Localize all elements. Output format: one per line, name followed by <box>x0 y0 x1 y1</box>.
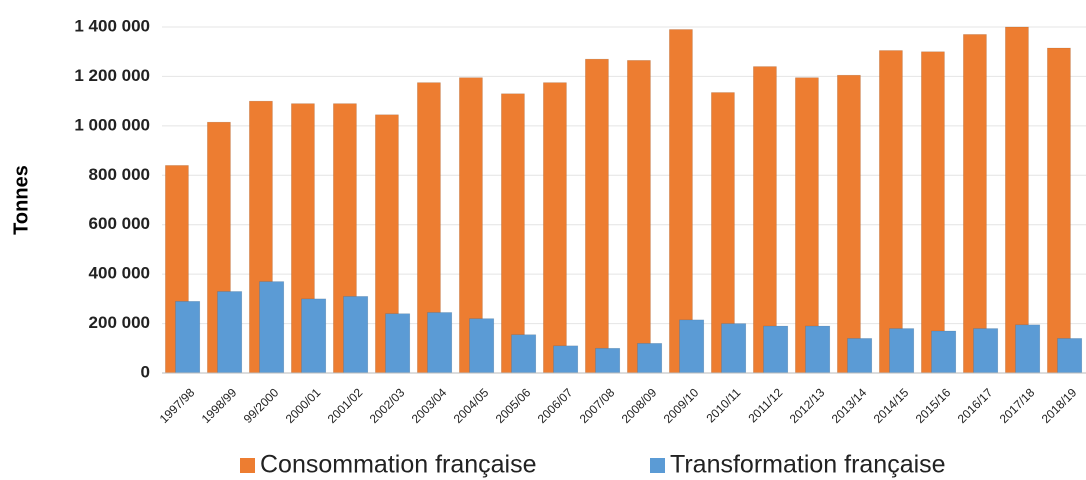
y-tick-label: 400 000 <box>89 264 150 283</box>
bar <box>679 319 705 374</box>
x-tick-label: 1998/99 <box>199 385 240 426</box>
x-tick-label: 2014/15 <box>871 385 912 426</box>
y-tick-label: 800 000 <box>89 165 150 184</box>
bar <box>973 328 999 374</box>
bar <box>879 50 903 374</box>
x-tick-label: 1997/98 <box>157 385 198 426</box>
y-tick-label: 600 000 <box>89 214 150 233</box>
y-tick-label: 0 <box>141 362 150 381</box>
x-tick-label: 99/2000 <box>241 385 282 426</box>
bar <box>217 291 243 374</box>
legend-label: Consommation française <box>260 451 537 479</box>
x-tick-label: 2000/01 <box>283 385 324 426</box>
bar <box>595 347 621 374</box>
y-tick-label: 1 200 000 <box>74 66 150 85</box>
bar <box>543 82 567 374</box>
x-tick-label: 2015/16 <box>913 385 954 426</box>
bar <box>301 298 327 374</box>
bar <box>847 338 873 374</box>
x-tick-label: 2003/04 <box>409 385 450 426</box>
y-tick-label: 1 000 000 <box>74 115 150 134</box>
x-tick-label: 2012/13 <box>787 385 828 426</box>
bar <box>385 313 411 374</box>
x-tick-label: 2004/05 <box>451 385 492 426</box>
bar <box>921 51 945 374</box>
legend-swatch <box>240 458 255 473</box>
bar <box>553 345 579 374</box>
bar <box>511 334 537 374</box>
x-tick-label: 2011/12 <box>745 385 785 425</box>
x-tick-label: 2002/03 <box>367 385 408 426</box>
x-tick-label: 2018/19 <box>1039 385 1080 426</box>
bar <box>963 34 987 374</box>
y-tick-label: 200 000 <box>89 313 150 332</box>
bar <box>763 325 789 374</box>
bar <box>837 74 861 374</box>
x-tick-label: 2006/07 <box>535 385 576 426</box>
bar <box>1005 26 1029 374</box>
bar <box>627 60 651 374</box>
bar <box>889 328 915 374</box>
bar <box>501 93 525 374</box>
x-tick-label: 2009/10 <box>661 385 702 426</box>
bar <box>175 301 201 374</box>
x-tick-label: 2010/11 <box>703 385 743 425</box>
bar <box>1047 47 1071 374</box>
x-tick-label: 2016/17 <box>955 385 996 426</box>
bar <box>343 296 369 374</box>
x-tick-label: 2008/09 <box>619 385 660 426</box>
bar <box>427 312 453 374</box>
bar <box>637 343 663 374</box>
bar <box>1015 324 1041 374</box>
x-tick-label: 2013/14 <box>829 385 870 426</box>
x-tick-label: 2017/18 <box>997 385 1038 426</box>
y-tick-label: 1 400 000 <box>74 16 150 35</box>
legend-label: Transformation française <box>670 451 946 479</box>
bar <box>721 323 747 374</box>
bar <box>1057 338 1083 374</box>
legend-swatch <box>650 458 665 473</box>
bar <box>931 330 957 374</box>
y-axis-label: Tonnes <box>10 165 32 235</box>
bar <box>585 58 609 374</box>
bar <box>259 281 285 374</box>
x-tick-label: 2005/06 <box>493 385 534 426</box>
bar <box>469 318 495 374</box>
bar <box>805 325 831 374</box>
x-tick-label: 2007/08 <box>577 385 618 426</box>
x-tick-label: 2001/02 <box>325 385 366 426</box>
